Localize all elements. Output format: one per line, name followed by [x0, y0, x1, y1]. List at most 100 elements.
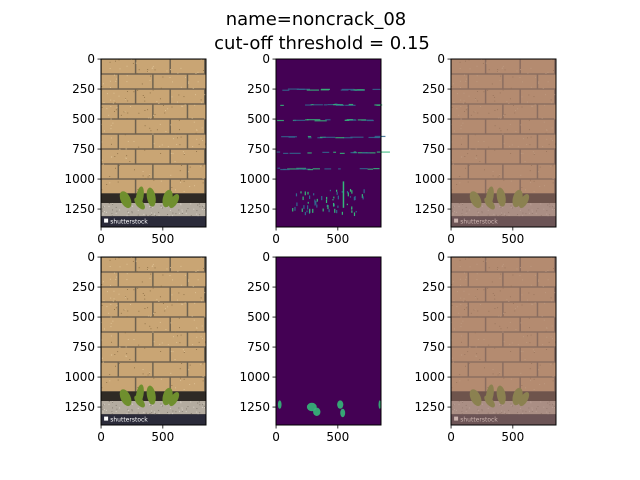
- brick-speckle: [162, 302, 164, 304]
- brick-speckle: [178, 292, 180, 294]
- brick-speckle: [116, 78, 118, 80]
- subplot-r0-c0: shutterstock 0 250 500 750 1000 1250 0 500: [64, 52, 207, 246]
- heatmap-blob-response: [353, 197, 356, 201]
- brick-speckle: [110, 128, 112, 130]
- heatmap-blob-response: [296, 202, 298, 207]
- brick-speckle: [153, 315, 154, 317]
- brick: [101, 302, 118, 317]
- gravel-speckle: [145, 413, 147, 415]
- brick-speckle: [150, 130, 152, 132]
- gravel-speckle: [186, 408, 188, 410]
- brick-speckle: [200, 138, 202, 140]
- heatmap-line-response: [305, 119, 309, 121]
- brick-speckle: [175, 189, 176, 191]
- y-tick-label: 1250: [64, 400, 95, 414]
- brick-speckle: [144, 294, 146, 296]
- gravel-speckle: [151, 213, 153, 215]
- brick-speckle: [114, 102, 116, 104]
- heatmap-line-response: [277, 167, 281, 169]
- heatmap-line-response: [287, 88, 300, 90]
- brick-speckle: [159, 145, 161, 147]
- brick-speckle: [147, 307, 149, 309]
- brick-speckle: [166, 70, 168, 72]
- heatmap-line-response: [339, 152, 345, 154]
- x-tick-label: 0: [272, 232, 280, 246]
- gravel-speckle: [198, 203, 200, 205]
- heatmap-blob-response: [326, 204, 328, 207]
- gravel-speckle: [172, 212, 174, 214]
- brick-speckle: [161, 342, 163, 344]
- gravel-speckle: [131, 409, 133, 411]
- brick-speckle: [201, 300, 203, 302]
- gravel-speckle: [103, 211, 105, 213]
- plant-leaf: [134, 395, 145, 408]
- brick-speckle: [125, 346, 127, 348]
- heatmap-line-response: [313, 104, 323, 106]
- gravel-speckle: [150, 215, 152, 217]
- brick-speckle: [118, 59, 120, 61]
- brick-speckle: [189, 364, 191, 366]
- heatmap-line-response: [283, 152, 289, 154]
- heatmap-blob-response: [329, 189, 331, 192]
- brick-speckle: [127, 100, 129, 102]
- heatmap-blob-response: [314, 199, 316, 203]
- brick-speckle: [193, 121, 195, 123]
- brick-speckle: [195, 94, 197, 96]
- brick-speckle: [196, 327, 198, 329]
- brick: [153, 272, 187, 287]
- brick-speckle: [204, 94, 206, 96]
- heatmap-blob-response: [327, 205, 329, 210]
- brick-speckle: [106, 291, 108, 293]
- gravel-speckle: [102, 210, 104, 212]
- gravel-speckle: [185, 213, 187, 215]
- brick-speckle: [117, 379, 119, 381]
- brick-speckle: [159, 98, 161, 100]
- brick-speckle: [113, 74, 115, 76]
- gravel-speckle: [158, 211, 160, 213]
- brick-speckle: [136, 331, 138, 333]
- brick-speckle: [111, 143, 112, 145]
- brick-speckle: [144, 125, 146, 127]
- gravel-speckle: [105, 211, 107, 213]
- brick-speckle: [125, 296, 127, 298]
- gravel-speckle: [111, 412, 113, 414]
- brick: [153, 134, 187, 149]
- y-tick-label: 750: [72, 142, 95, 156]
- brick-speckle: [158, 301, 160, 302]
- brick-speckle: [110, 137, 112, 139]
- brick-speckle: [113, 316, 115, 318]
- brick-speckle: [194, 185, 196, 187]
- brick-speckle: [148, 269, 150, 270]
- brick-speckle: [125, 355, 127, 357]
- brick: [153, 104, 187, 119]
- brick-speckle: [200, 59, 202, 61]
- heatmap-blob-response: [303, 205, 305, 209]
- heatmap-line-response: [280, 104, 284, 106]
- brick-speckle: [117, 351, 119, 353]
- brick-speckle: [188, 369, 190, 371]
- brick-speckle: [152, 89, 154, 91]
- brick-speckle: [104, 130, 105, 132]
- subplot-r1-c2: shutterstock 0 250 500 750 1000 1250 0 500: [414, 250, 557, 444]
- brick-speckle: [173, 138, 174, 140]
- brick-speckle: [203, 268, 205, 269]
- gravel-speckle: [190, 215, 192, 217]
- brick-speckle: [164, 112, 166, 114]
- brick-speckle: [169, 77, 171, 79]
- brick-speckle: [129, 303, 131, 305]
- brick-speckle: [149, 79, 151, 81]
- brick: [188, 74, 206, 89]
- gravel-speckle: [149, 215, 151, 217]
- heatmap-line-response: [376, 104, 381, 106]
- brick: [101, 317, 135, 332]
- gravel-speckle: [202, 404, 204, 406]
- gravel-speckle: [108, 203, 110, 205]
- brick-speckle: [111, 354, 113, 356]
- heatmap-line-response: [345, 104, 356, 106]
- brick-speckle: [170, 322, 172, 324]
- brick-speckle: [178, 94, 180, 96]
- brick-speckle: [133, 338, 135, 340]
- brick-speckle: [184, 104, 186, 106]
- brick-speckle: [160, 378, 162, 380]
- heatmap-blob-response: [295, 193, 298, 197]
